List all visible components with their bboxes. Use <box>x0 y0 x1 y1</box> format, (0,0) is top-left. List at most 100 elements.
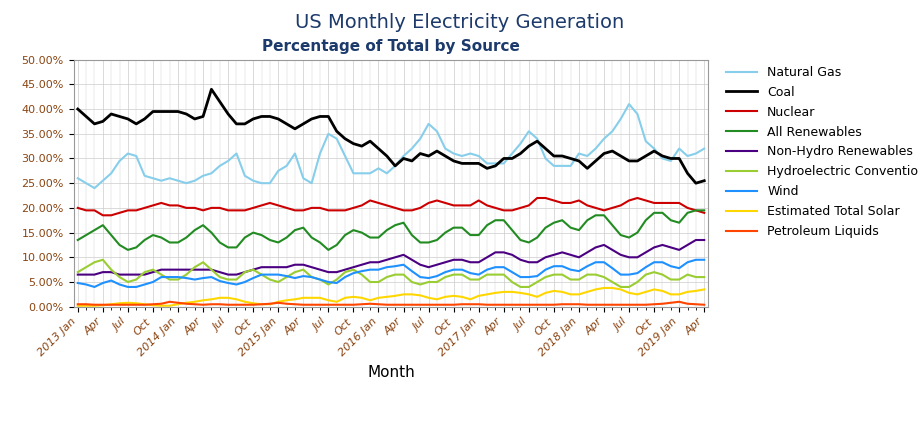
Nuclear <box>531 196 542 201</box>
Natural Gas <box>406 146 417 151</box>
Petroleum Liquids <box>164 299 175 304</box>
Nuclear <box>298 208 309 213</box>
Estimated Total Solar <box>472 293 483 298</box>
Coal <box>481 166 492 171</box>
Line: Coal: Coal <box>78 89 703 183</box>
Petroleum Liquids <box>589 302 600 307</box>
Line: Hydroelectric Conventional: Hydroelectric Conventional <box>78 260 703 287</box>
Coal <box>298 121 309 127</box>
Coal <box>581 166 592 171</box>
All Renewables <box>498 218 509 223</box>
Hydroelectric Conventional <box>406 279 417 285</box>
Coal <box>689 181 700 186</box>
All Renewables <box>298 225 309 230</box>
Coal <box>698 178 709 183</box>
Petroleum Liquids <box>506 302 517 307</box>
Hydroelectric Conventional <box>73 270 84 275</box>
Hydroelectric Conventional <box>515 285 526 290</box>
Natural Gas <box>498 161 509 166</box>
All Renewables <box>689 208 700 213</box>
Estimated Total Solar <box>398 292 409 297</box>
Hydroelectric Conventional <box>498 272 509 277</box>
Wind <box>498 265 509 270</box>
Wind <box>298 273 309 279</box>
Nuclear <box>73 205 84 210</box>
Line: Petroleum Liquids: Petroleum Liquids <box>78 302 703 305</box>
Nuclear <box>498 208 509 213</box>
Petroleum Liquids <box>89 302 100 307</box>
Petroleum Liquids <box>73 302 84 307</box>
All Renewables <box>139 237 150 242</box>
Coal <box>406 158 417 164</box>
Natural Gas <box>581 153 592 158</box>
Wind <box>581 264 592 269</box>
Natural Gas <box>698 146 709 151</box>
Estimated Total Solar <box>573 292 584 297</box>
Petroleum Liquids <box>489 302 500 307</box>
Nuclear <box>97 213 108 218</box>
Estimated Total Solar <box>73 303 84 308</box>
All Renewables <box>581 218 592 223</box>
Petroleum Liquids <box>306 302 317 307</box>
Estimated Total Solar <box>489 291 500 296</box>
Wind <box>698 257 709 262</box>
Nuclear <box>698 210 709 216</box>
Hydroelectric Conventional <box>97 257 108 262</box>
Estimated Total Solar <box>130 301 142 306</box>
Non-Hydro Renewables <box>489 250 500 255</box>
Natural Gas <box>298 176 309 181</box>
Natural Gas <box>481 161 492 166</box>
Nuclear <box>481 203 492 208</box>
Line: Natural Gas: Natural Gas <box>78 104 703 188</box>
Text: US Monthly Electricity Generation: US Monthly Electricity Generation <box>295 13 624 32</box>
Legend: Natural Gas, Coal, Nuclear, All Renewables, Non-Hydro Renewables, Hydroelectric : Natural Gas, Coal, Nuclear, All Renewabl… <box>720 61 919 243</box>
Hydroelectric Conventional <box>481 272 492 277</box>
Estimated Total Solar <box>289 297 301 302</box>
X-axis label: Month: Month <box>367 365 414 380</box>
Hydroelectric Conventional <box>589 272 600 277</box>
Title: Percentage of Total by Source: Percentage of Total by Source <box>262 39 519 54</box>
Estimated Total Solar <box>698 287 709 292</box>
All Renewables <box>406 233 417 238</box>
Wind <box>406 268 417 273</box>
Wind <box>89 285 100 290</box>
Nuclear <box>589 205 600 210</box>
Petroleum Liquids <box>414 302 425 307</box>
Non-Hydro Renewables <box>689 237 700 242</box>
Hydroelectric Conventional <box>139 270 150 275</box>
Natural Gas <box>623 101 634 106</box>
Hydroelectric Conventional <box>698 274 709 279</box>
Non-Hydro Renewables <box>289 262 301 267</box>
Wind <box>139 282 150 287</box>
Line: Wind: Wind <box>78 260 703 287</box>
All Renewables <box>73 237 84 242</box>
Wind <box>689 257 700 262</box>
Petroleum Liquids <box>139 302 150 307</box>
Hydroelectric Conventional <box>298 267 309 272</box>
Natural Gas <box>139 173 150 178</box>
Coal <box>130 121 142 127</box>
Nuclear <box>139 205 150 210</box>
Natural Gas <box>89 186 100 191</box>
Nuclear <box>406 208 417 213</box>
Natural Gas <box>73 176 84 181</box>
Wind <box>73 280 84 285</box>
Coal <box>498 156 509 161</box>
Coal <box>73 106 84 112</box>
Non-Hydro Renewables <box>73 272 84 277</box>
Line: Non-Hydro Renewables: Non-Hydro Renewables <box>78 240 703 275</box>
Non-Hydro Renewables <box>698 237 709 242</box>
Line: All Renewables: All Renewables <box>78 210 703 250</box>
Coal <box>206 87 217 92</box>
Non-Hydro Renewables <box>472 260 483 265</box>
All Renewables <box>122 248 133 253</box>
Non-Hydro Renewables <box>398 252 409 257</box>
All Renewables <box>481 223 492 228</box>
All Renewables <box>698 208 709 213</box>
Wind <box>481 267 492 272</box>
Non-Hydro Renewables <box>130 272 142 277</box>
Line: Nuclear: Nuclear <box>78 198 703 215</box>
Petroleum Liquids <box>698 302 709 307</box>
Non-Hydro Renewables <box>573 255 584 260</box>
Line: Estimated Total Solar: Estimated Total Solar <box>78 288 703 306</box>
